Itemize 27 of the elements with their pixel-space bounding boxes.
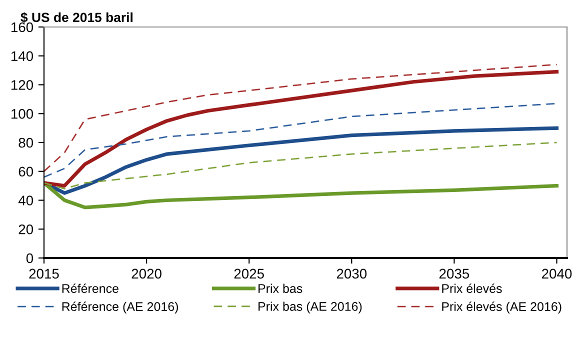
x-tick-label: 2020: [132, 268, 162, 279]
y-tick-label: 120: [11, 80, 34, 90]
x-tick-label: 2035: [439, 268, 470, 279]
x-tick-label: 2040: [542, 268, 572, 279]
y-tick-label: 40: [18, 196, 34, 206]
line-series: [44, 64, 558, 172]
line-series: [44, 102, 558, 178]
y-tick-label: 140: [11, 51, 34, 62]
legend-label: Référence: [62, 284, 118, 293]
legend-label: Prix élevés (AE 2016): [442, 302, 562, 314]
x-tick-label: 2025: [234, 268, 264, 279]
legend-label: Prix bas (AE 2016): [258, 302, 362, 314]
y-tick-label: 100: [11, 108, 34, 119]
legend-label: Prix bas: [258, 284, 302, 293]
y-tick-label: 60: [18, 166, 34, 177]
line-series: [44, 70, 559, 188]
y-tick-label: 80: [18, 138, 34, 148]
y-tick-label: 0: [26, 253, 34, 264]
line-series: [44, 142, 558, 190]
y-tick-label: 20: [18, 224, 34, 234]
x-tick-label: 2015: [29, 268, 59, 279]
legend-label: Prix élevés: [442, 284, 502, 293]
x-tick-label: 2030: [336, 268, 367, 279]
y-tick-label: 160: [11, 22, 34, 32]
line-series: [44, 181, 559, 210]
y-axis-title: $ US de 2015 baril: [20, 12, 132, 23]
legend-label: Référence (AE 2016): [62, 302, 178, 314]
